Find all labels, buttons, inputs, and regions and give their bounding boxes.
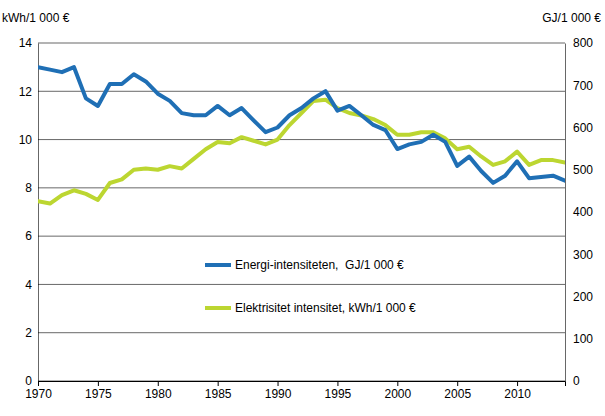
legend-label: Energi-intensiteten, GJ/1 000 €	[235, 258, 404, 272]
y-axis: 0 2 4 6 8 10 12 14	[19, 36, 39, 388]
tick-label: 1985	[205, 387, 232, 401]
tick: 0	[25, 374, 38, 388]
grid-line	[38, 332, 565, 333]
tick: 2010	[504, 381, 531, 401]
tick: 12	[19, 85, 38, 99]
tick-label: 400	[573, 205, 593, 219]
tick: 10	[19, 133, 38, 147]
tick-label: 2000	[384, 387, 411, 401]
tick: 8	[25, 181, 38, 195]
tick-label: 500	[573, 163, 593, 177]
x-axis-line	[39, 382, 566, 387]
tick-mark	[218, 381, 219, 386]
tick-label: 100	[573, 332, 593, 346]
tick: 100	[565, 332, 593, 346]
tick-label: 4	[25, 278, 32, 292]
tick-label: 1975	[85, 387, 112, 401]
tick: 4	[25, 278, 38, 292]
y2-axis-line	[565, 44, 566, 382]
tick: 200	[565, 290, 593, 304]
tick-label: 600	[573, 121, 593, 135]
tick: 400	[565, 205, 593, 219]
chart: 1970197519801985199019952000200520100246…	[0, 0, 605, 416]
tick-mark	[38, 381, 39, 386]
tick: 2000	[384, 381, 411, 401]
tick: 0	[565, 374, 580, 388]
tick: 700	[565, 79, 593, 93]
legend: Energi-intensiteten, GJ/1 000 € Elektrisi…	[205, 258, 416, 315]
tick: 14	[19, 36, 38, 50]
tick: 800	[565, 36, 593, 50]
grid	[38, 43, 565, 381]
x-axis: 1970 1975 1980 1985 1990 1995 2000 2005 2010	[25, 381, 565, 401]
grid-line	[38, 236, 565, 237]
tick: 1990	[265, 381, 292, 401]
tick-label: 8	[25, 181, 32, 195]
tick: 600	[565, 121, 593, 135]
tick-label: 300	[573, 248, 593, 262]
tick-label: 14	[19, 36, 33, 50]
tick-mark	[278, 381, 279, 386]
tick-label: 1980	[145, 387, 172, 401]
y2-axis: 0 100 200 300 400 500 600 700 800	[565, 36, 593, 388]
grid-line	[38, 187, 565, 188]
grid-line	[38, 284, 565, 285]
tick-label: 0	[573, 374, 580, 388]
y-axis-line	[38, 44, 39, 382]
y-axis-title: kWh/1 000 €	[2, 11, 70, 25]
tick-label: 0	[25, 374, 32, 388]
tick-label: 2005	[444, 387, 471, 401]
grid-line	[38, 139, 565, 140]
tick-label: 10	[19, 133, 33, 147]
legend-swatch	[205, 306, 231, 310]
legend-swatch	[205, 263, 231, 267]
tick-label: 12	[19, 85, 33, 99]
tick-label: 200	[573, 290, 593, 304]
tick-mark	[158, 381, 159, 386]
grid-line	[38, 91, 565, 92]
tick-mark	[337, 381, 338, 386]
tick-mark	[517, 381, 518, 386]
tick: 6	[25, 229, 38, 243]
plot-area	[38, 67, 565, 203]
tick-mark	[98, 381, 99, 386]
tick: 300	[565, 248, 593, 262]
tick: 1980	[145, 381, 172, 401]
tick-label: 700	[573, 79, 593, 93]
tick-label: 2010	[504, 387, 531, 401]
tick-label: 1995	[325, 387, 352, 401]
tick: 2005	[444, 381, 471, 401]
tick: 2	[25, 326, 38, 340]
series-line	[38, 100, 565, 204]
tick-mark	[457, 381, 458, 386]
tick-label: 1970	[25, 387, 52, 401]
grid-line	[38, 43, 565, 44]
tick: 1995	[325, 381, 352, 401]
tick: 500	[565, 163, 593, 177]
tick: 1985	[205, 381, 232, 401]
tick-label: 2	[25, 326, 32, 340]
y2-axis-title: GJ/1 000 €	[542, 11, 601, 25]
tick: 1975	[85, 381, 112, 401]
tick-mark	[397, 381, 398, 386]
series-line	[38, 67, 565, 183]
tick-label: 6	[25, 229, 32, 243]
legend-label: Elektrisitet intensitet, kWh/1 000 €	[235, 301, 416, 315]
tick-label: 800	[573, 36, 593, 50]
tick-label: 1990	[265, 387, 292, 401]
